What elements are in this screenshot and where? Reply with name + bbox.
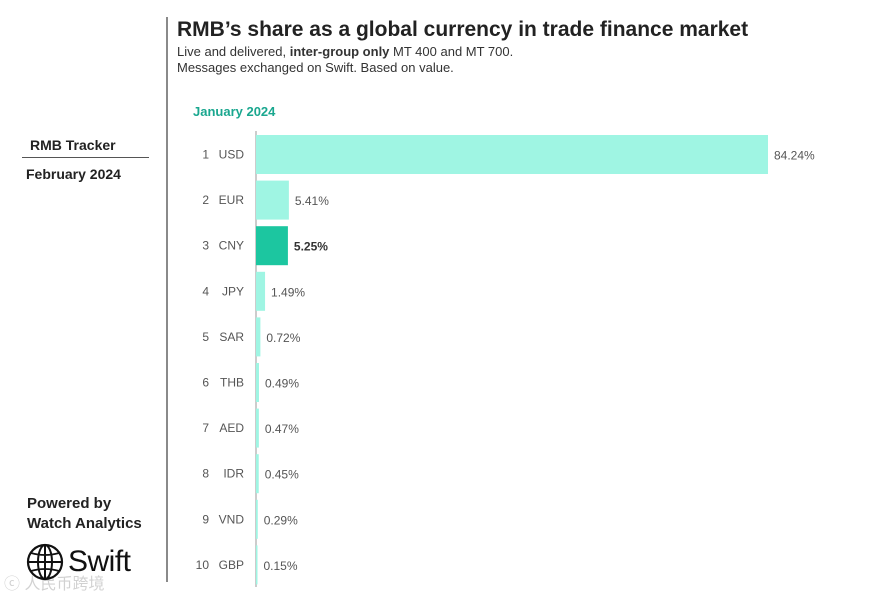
subtitle-line2: Messages exchanged on Swift. Based on va… (177, 60, 454, 75)
value-label: 0.49% (265, 377, 299, 391)
powered-by-line2: Watch Analytics (27, 515, 142, 532)
bar-vnd (256, 499, 258, 539)
bar-eur (256, 180, 289, 220)
value-label: 5.41% (295, 194, 329, 208)
subtitle-suffix: MT 400 and MT 700. (389, 44, 514, 59)
category-label: GBP (219, 558, 244, 572)
rank-label: 7 (202, 421, 209, 435)
rank-label: 3 (202, 239, 209, 253)
swift-logo: Swift (26, 543, 131, 581)
category-label: VND (219, 512, 245, 526)
tracker-date: February 2024 (26, 166, 121, 182)
vertical-divider (166, 17, 168, 582)
sidebar: RMB Tracker February 2024 Powered by Wat… (0, 0, 160, 597)
category-label: AED (219, 421, 244, 435)
chart-subtitle: Live and delivered, inter-group only MT … (177, 44, 513, 76)
globe-icon (26, 543, 64, 581)
value-label: 0.72% (266, 331, 300, 345)
value-label: 0.47% (265, 422, 299, 436)
subtitle-bold: inter-group only (289, 44, 390, 59)
value-label: 0.45% (265, 468, 299, 482)
value-label: 0.29% (264, 513, 298, 527)
period-label: January 2024 (193, 104, 276, 119)
value-label: 5.25% (294, 240, 328, 254)
rank-label: 6 (202, 376, 209, 390)
value-label: 1.49% (271, 285, 305, 299)
bar-sar (256, 317, 261, 357)
rank-label: 5 (202, 330, 209, 344)
watermark: ⓒ 人民币跨境 (4, 576, 105, 593)
bar-aed (256, 408, 259, 448)
bar-cny (256, 226, 288, 266)
bar-gbp (256, 545, 258, 585)
bar-thb (256, 363, 259, 402)
tracker-divider (22, 157, 149, 158)
rank-label: 1 (202, 148, 209, 162)
bar-idr (256, 454, 259, 494)
chart-title: RMB’s share as a global currency in trad… (177, 18, 749, 41)
category-label: SAR (219, 330, 244, 344)
logo-text: Swift (68, 545, 131, 578)
tracker-title: RMB Tracker (30, 137, 116, 153)
powered-by: Powered by Watch Analytics (27, 494, 142, 534)
bar-jpy (256, 271, 266, 311)
powered-by-line1: Powered by (27, 495, 112, 512)
rank-label: 2 (202, 193, 209, 207)
category-label: EUR (219, 193, 245, 207)
value-label: 84.24% (774, 149, 815, 163)
category-label: IDR (223, 467, 244, 481)
subtitle-prefix: Live and delivered, (177, 44, 290, 59)
category-label: CNY (219, 239, 244, 253)
rank-label: 10 (196, 558, 210, 572)
category-label: THB (220, 376, 244, 390)
rank-label: 9 (202, 512, 209, 526)
value-label: 0.15% (264, 559, 298, 573)
rank-label: 8 (202, 467, 209, 481)
bar-usd (256, 135, 768, 174)
subtitle-line1: Live and delivered, inter-group only MT … (177, 44, 513, 60)
rank-label: 4 (202, 284, 209, 298)
category-label: USD (219, 148, 245, 162)
category-label: JPY (222, 284, 244, 298)
